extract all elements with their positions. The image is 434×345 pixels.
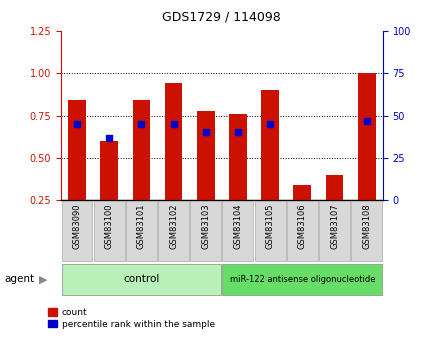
FancyBboxPatch shape [61,201,92,261]
Bar [325,175,342,200]
Bar [357,73,375,200]
Text: GSM83105: GSM83105 [265,203,274,249]
FancyBboxPatch shape [125,201,157,261]
Bar [197,110,214,200]
FancyBboxPatch shape [190,201,221,261]
Text: control: control [123,275,159,284]
FancyBboxPatch shape [286,201,317,261]
Bar [100,141,118,200]
Point [266,121,273,127]
Text: GSM83108: GSM83108 [362,203,370,249]
FancyBboxPatch shape [93,201,125,261]
Point [298,203,305,208]
Point [138,121,145,127]
Point [234,130,241,135]
Point [362,118,369,124]
Text: GSM83101: GSM83101 [137,203,145,249]
Bar [132,100,150,200]
Point [73,121,80,127]
Text: GDS1729 / 114098: GDS1729 / 114098 [162,10,280,23]
Point [202,130,209,135]
Text: GSM83090: GSM83090 [72,203,81,249]
Bar [68,100,85,200]
FancyBboxPatch shape [254,201,285,261]
Legend: count, percentile rank within the sample: count, percentile rank within the sample [48,308,214,329]
Bar [293,185,310,200]
Text: ▶: ▶ [39,275,48,284]
Bar [229,114,246,200]
Bar [261,90,278,200]
FancyBboxPatch shape [318,201,349,261]
FancyBboxPatch shape [350,201,381,261]
Text: miR-122 antisense oligonucleotide: miR-122 antisense oligonucleotide [229,275,374,284]
Text: agent: agent [4,275,34,284]
Text: GSM83103: GSM83103 [201,203,210,249]
Text: GSM83102: GSM83102 [169,203,178,249]
Point [170,121,177,127]
Text: GSM83107: GSM83107 [329,203,338,249]
Point [105,135,112,140]
Text: GSM83100: GSM83100 [105,203,113,249]
Text: GSM83104: GSM83104 [233,203,242,249]
FancyBboxPatch shape [222,201,253,261]
Point [330,203,337,208]
FancyBboxPatch shape [222,264,381,295]
FancyBboxPatch shape [61,264,221,295]
FancyBboxPatch shape [158,201,189,261]
Bar [164,83,182,200]
Text: GSM83106: GSM83106 [297,203,306,249]
